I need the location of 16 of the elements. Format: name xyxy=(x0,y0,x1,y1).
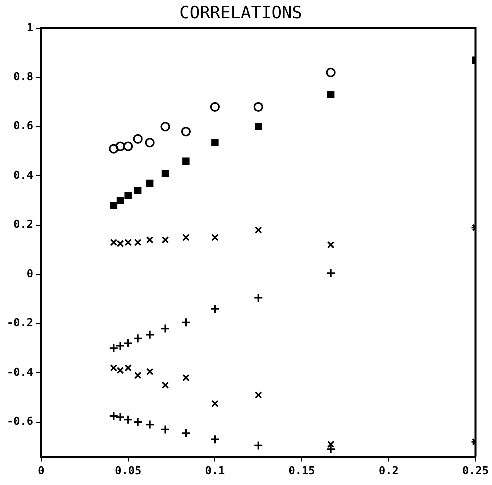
x-tick-label: 0.1 xyxy=(205,464,226,478)
y-tick-label: 1 xyxy=(26,21,34,34)
y-tick-label: -0.6 xyxy=(6,415,34,428)
x-tick-label: 0.2 xyxy=(378,464,399,478)
y-tick-label: 0.6 xyxy=(14,120,34,133)
y-tick-label: 0 xyxy=(26,267,34,280)
y-tick-label: 0.2 xyxy=(14,218,34,232)
y-tick-label: 0.8 xyxy=(14,70,34,84)
x-tick-label: 0.15 xyxy=(288,464,316,478)
y-tick-label: -0.4 xyxy=(6,366,34,379)
chart-title: CORRELATIONS xyxy=(180,4,302,24)
x-tick-label: 0.25 xyxy=(462,464,490,478)
y-tick-label: -0.2 xyxy=(6,316,34,330)
y-tick-label: 0.4 xyxy=(14,168,34,182)
x-tick-label: 0 xyxy=(38,464,45,478)
x-tick-label: 0.05 xyxy=(115,464,142,478)
